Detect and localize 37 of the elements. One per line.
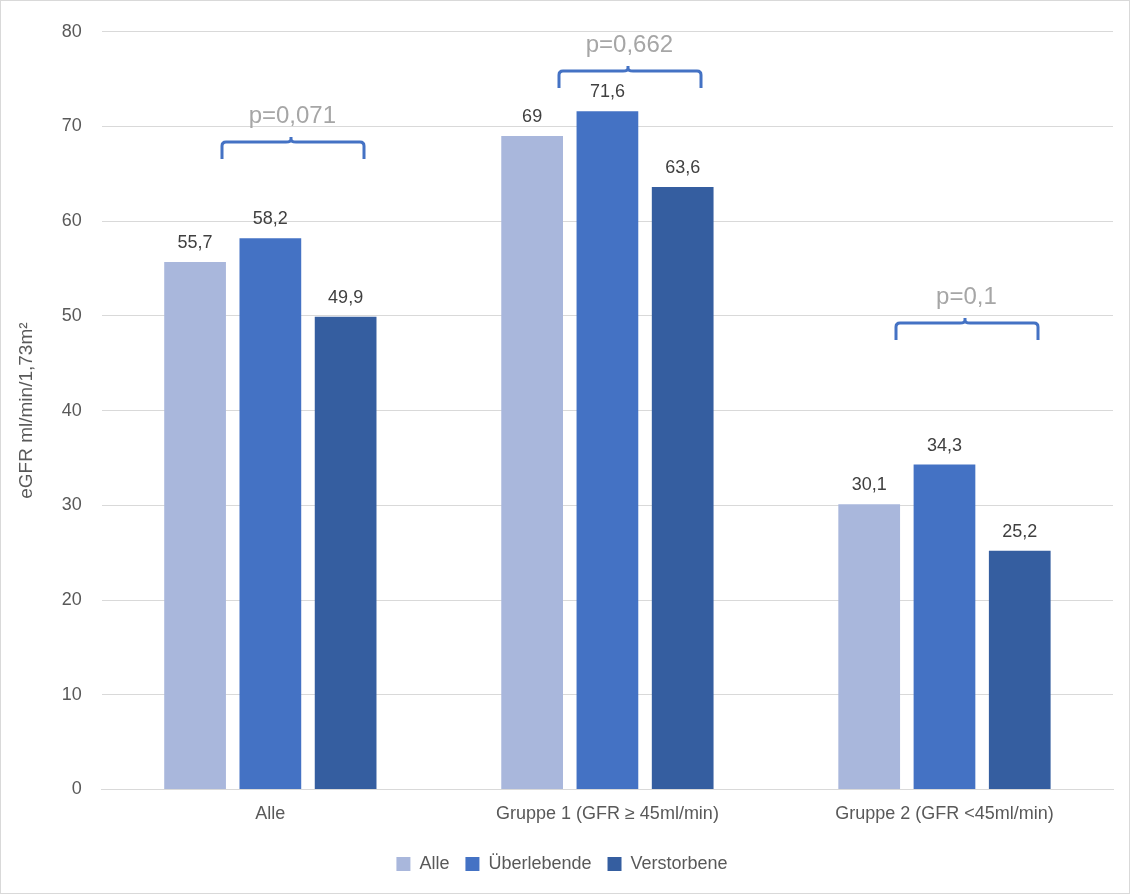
legend-label: Alle	[419, 852, 450, 873]
bar	[651, 187, 714, 789]
data-label: 69	[522, 105, 543, 126]
legend-label: Verstorbene	[630, 852, 728, 873]
data-label: 34,3	[926, 434, 962, 455]
y-tick-label: 0	[71, 778, 82, 799]
y-tick-label: 60	[61, 210, 82, 231]
bar	[913, 464, 976, 789]
data-label: 71,6	[589, 81, 625, 102]
legend-label: Überlebende	[488, 852, 592, 873]
y-tick-label: 50	[61, 304, 82, 325]
y-tick-label: 70	[61, 115, 82, 136]
data-label: 49,9	[328, 286, 364, 307]
x-tick-label: Alle	[255, 803, 286, 824]
data-label: 30,1	[851, 474, 887, 495]
x-tick-label: Gruppe 1 (GFR ≥ 45ml/min)	[495, 803, 719, 824]
y-tick-label: 10	[61, 683, 82, 704]
bar	[988, 550, 1051, 789]
y-tick-label: 20	[61, 588, 82, 609]
data-label: 58,2	[252, 208, 288, 229]
bar	[501, 135, 563, 789]
data-label: 55,7	[177, 231, 213, 252]
bar	[576, 111, 639, 789]
y-tick-label: 80	[61, 20, 82, 41]
annotation: p=0,662	[585, 29, 674, 57]
data-label: 25,2	[1002, 520, 1038, 541]
bar	[164, 261, 226, 789]
y-tick-label: 40	[61, 399, 82, 420]
annotation: p=0,071	[248, 100, 337, 128]
bar	[838, 504, 901, 789]
x-tick-label: Gruppe 2 (GFR <45ml/min)	[835, 803, 1054, 824]
data-label: 63,6	[665, 157, 701, 178]
bar	[239, 238, 302, 789]
annotation: p=0,1	[936, 281, 997, 309]
y-tick-label: 30	[61, 494, 82, 515]
bar	[314, 316, 377, 789]
y-axis-title: eGFR ml/min/1,73m²	[14, 322, 36, 499]
